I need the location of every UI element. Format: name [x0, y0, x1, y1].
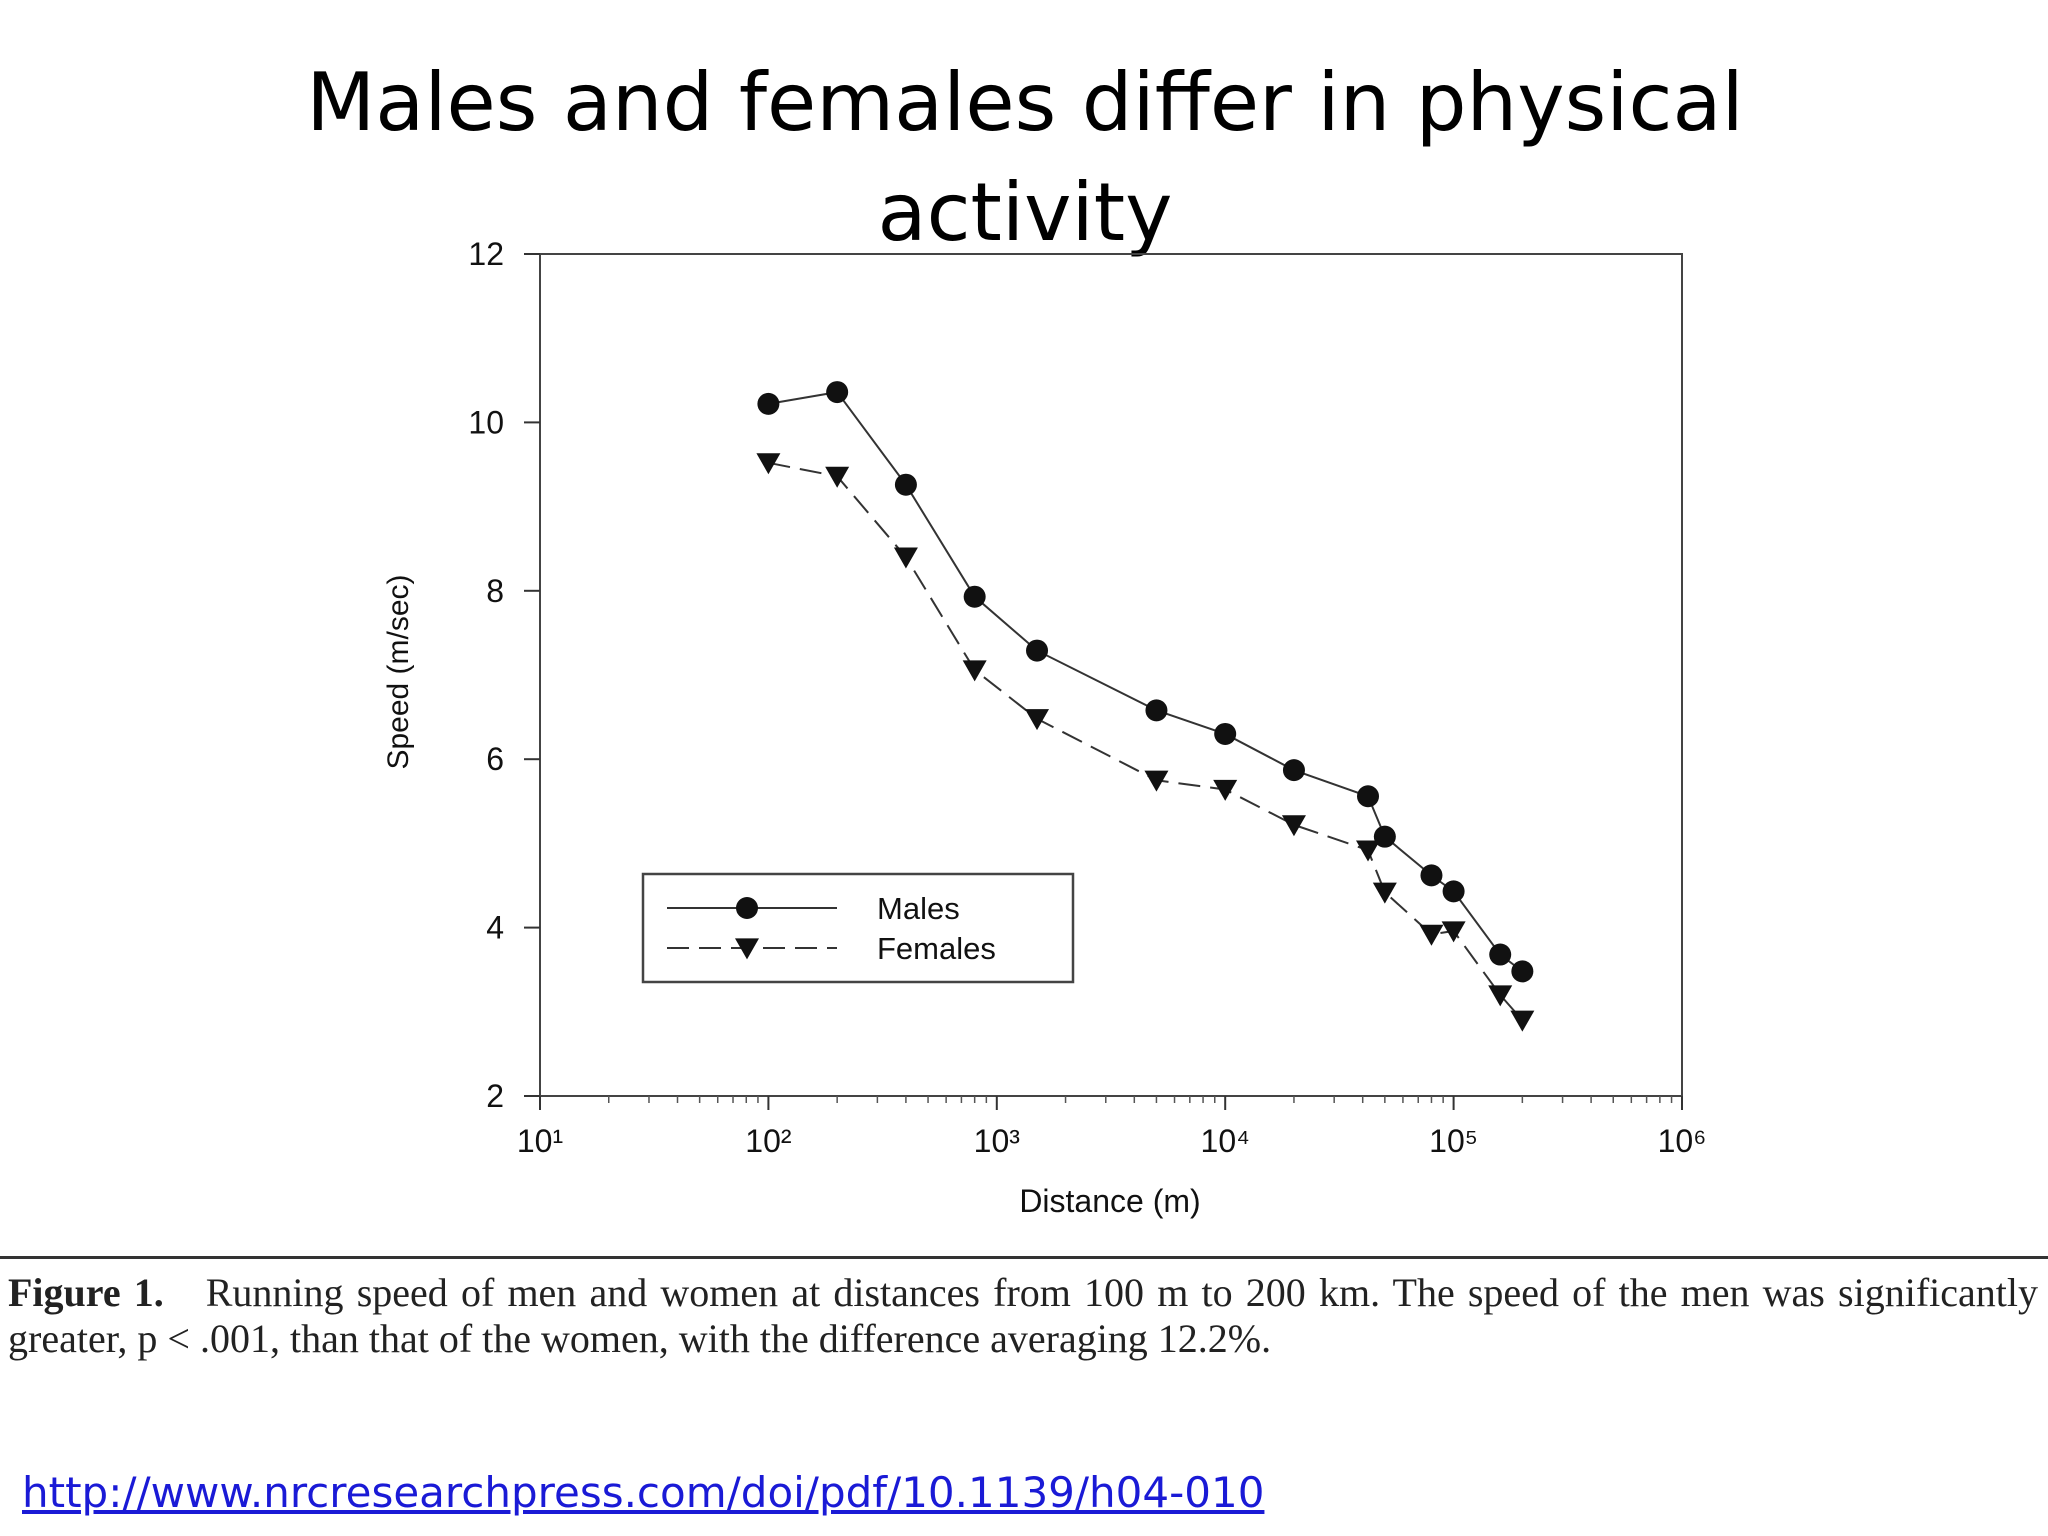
x-tick-label: 10⁶: [1658, 1123, 1707, 1159]
slide-title-line-2: activity: [877, 166, 1173, 259]
data-point-females: [756, 453, 781, 475]
series-layer: [756, 381, 1535, 1032]
x-tick-label: 10⁵: [1429, 1123, 1478, 1159]
plot-border: [539, 253, 1683, 1097]
data-point-males: [1511, 960, 1534, 983]
caption-divider: [0, 1256, 2048, 1259]
y-axis-label: Speed (m/sec): [382, 574, 415, 769]
legend-label-males: Males: [877, 891, 960, 926]
data-point-females: [825, 466, 850, 488]
y-axis: 2 4 6 8 10 12: [468, 236, 540, 1114]
legend-marker-females: [735, 938, 759, 960]
data-point-females: [1144, 770, 1169, 792]
source-link[interactable]: http://www.nrcresearchpress.com/doi/pdf/…: [22, 1468, 1265, 1517]
y-tick-label: 2: [486, 1078, 504, 1114]
data-point-males: [757, 392, 780, 415]
plot-frame: [539, 253, 1683, 1097]
y-tick-label: 4: [486, 910, 504, 946]
y-tick-label: 8: [486, 573, 504, 609]
data-point-females: [1372, 882, 1397, 904]
x-axis-label: Distance (m): [1019, 1183, 1200, 1219]
x-tick-label: 10²: [745, 1123, 792, 1159]
series-males: [757, 381, 1534, 983]
data-point-males: [1357, 785, 1380, 808]
figure-caption-text: Running speed of men and women at distan…: [8, 1270, 2039, 1361]
slide-title-line-1: Males and females differ in physical: [306, 56, 1744, 149]
y-tick-label: 10: [468, 404, 504, 440]
data-point-females: [893, 547, 918, 569]
data-point-males: [963, 585, 986, 608]
data-point-males: [1442, 880, 1465, 903]
y-tick-label: 6: [486, 741, 504, 777]
data-point-females: [1281, 815, 1306, 837]
x-tick-label: 10³: [974, 1123, 1021, 1159]
slide-title: Males and females differ in physical act…: [300, 48, 1750, 268]
figure-caption: Figure 1. Running speed of men and women …: [8, 1270, 2038, 1362]
data-point-females: [1356, 840, 1381, 862]
legend: Males Females: [641, 872, 1075, 984]
y-tick-label: 12: [468, 236, 504, 272]
x-tick-label: 10¹: [517, 1123, 563, 1159]
data-point-males: [1373, 825, 1396, 848]
data-point-males: [1489, 943, 1512, 966]
data-point-males: [1026, 639, 1049, 662]
data-point-males: [1145, 699, 1168, 722]
data-point-females: [1213, 779, 1238, 801]
data-point-females: [1025, 709, 1050, 731]
data-point-males: [1282, 759, 1305, 782]
data-point-females: [1488, 985, 1513, 1007]
data-point-males: [1420, 864, 1443, 887]
x-tick-label: 10⁴: [1201, 1123, 1250, 1159]
data-point-males: [826, 381, 849, 404]
data-point-females: [962, 660, 987, 682]
data-point-females: [1510, 1010, 1535, 1032]
data-point-females: [1441, 921, 1466, 943]
legend-marker-males: [736, 897, 758, 919]
series-females: [756, 453, 1535, 1032]
running-speed-chart: 2 4 6 8 10 12 10¹ 10² 10³ 10⁴ 10⁵ 10⁶ Males Females…: [382, 236, 1707, 1219]
legend-box: [641, 872, 1075, 984]
x-axis: 10¹ 10² 10³ 10⁴ 10⁵ 10⁶: [517, 1096, 1707, 1159]
figure-caption-label: Figure 1.: [8, 1270, 164, 1315]
legend-label-females: Females: [877, 931, 996, 966]
data-point-males: [894, 473, 917, 496]
data-point-males: [1214, 722, 1237, 745]
data-point-females: [1419, 924, 1444, 946]
